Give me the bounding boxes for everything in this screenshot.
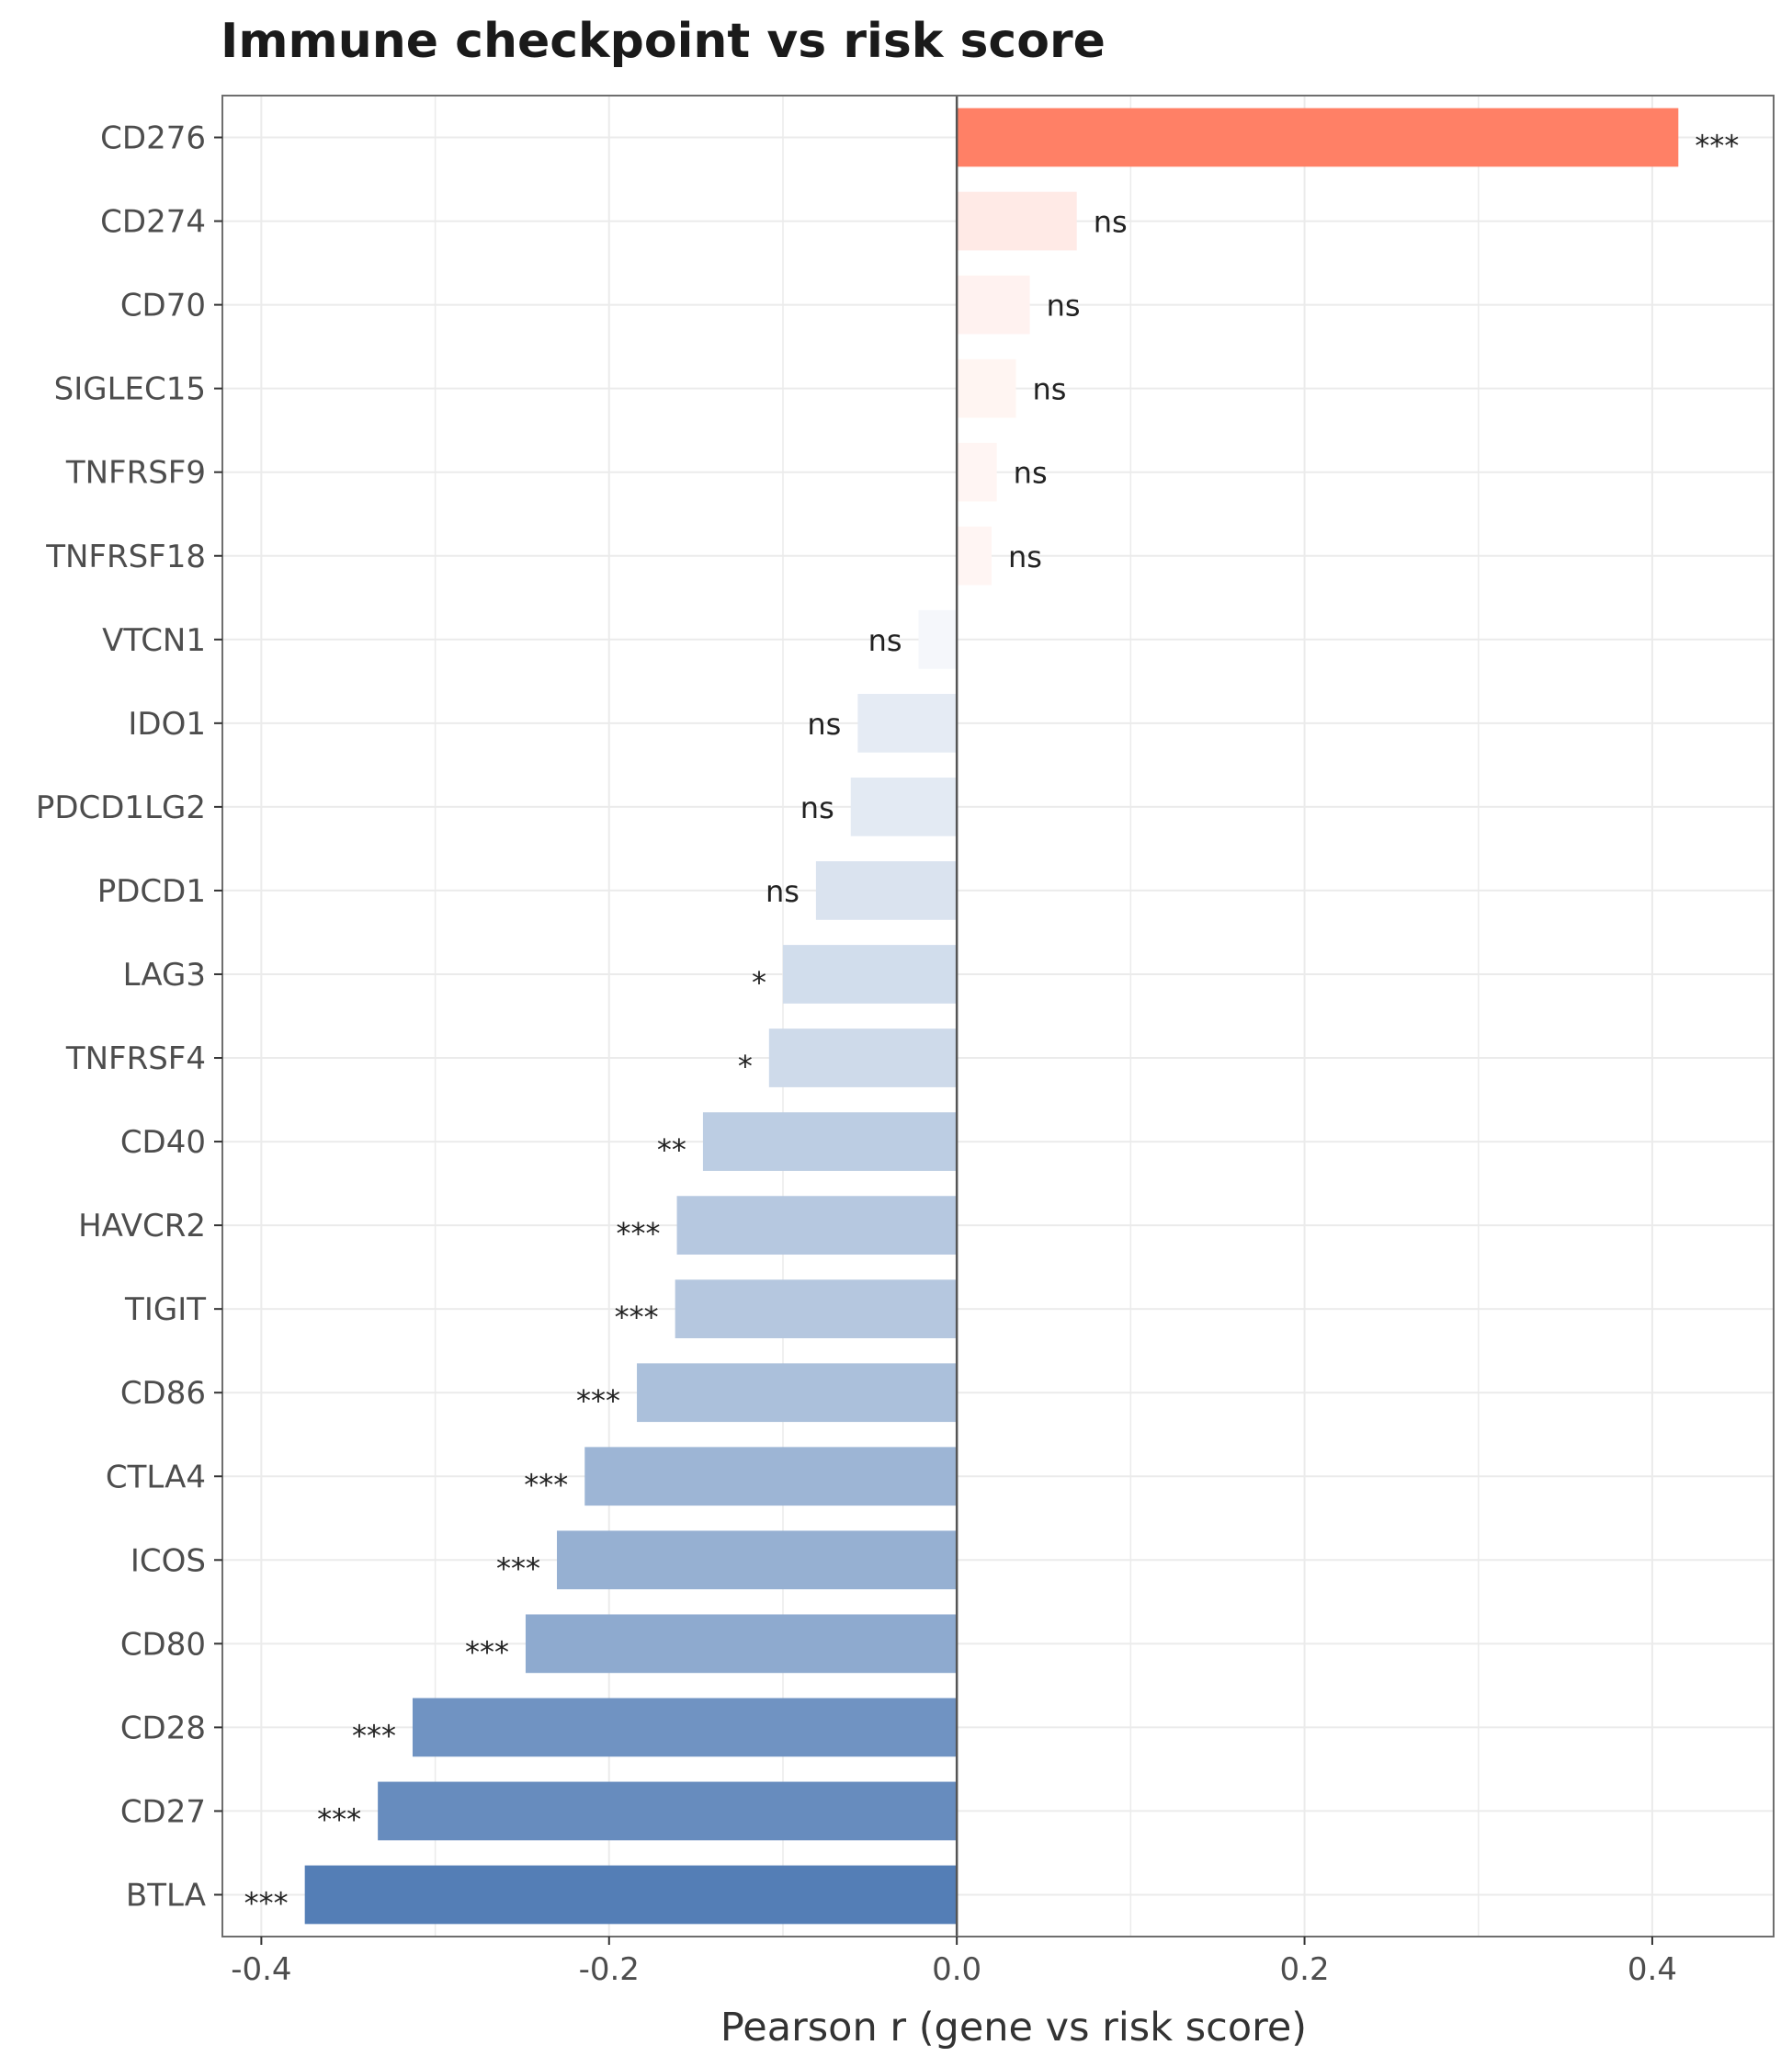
bar-cd86 (637, 1363, 958, 1423)
significance-label: * (752, 965, 766, 1000)
x-tick-label: 0.2 (1280, 1951, 1330, 1988)
y-tick-label: CD274 (100, 204, 206, 241)
bar-cd27 (378, 1781, 958, 1841)
y-tick-label: TNFRSF4 (65, 1040, 206, 1077)
significance-label: *** (352, 1718, 396, 1753)
bar-tnfrsf9 (957, 442, 997, 502)
bar-cd276 (957, 108, 1679, 167)
y-tick-label: CD86 (120, 1375, 206, 1412)
x-axis-label: Pearson r (gene vs risk score) (720, 2005, 1307, 2051)
significance-label: ns (766, 874, 800, 909)
y-tick-label: PDCD1LG2 (36, 790, 206, 826)
y-tick-label: CD28 (120, 1710, 206, 1746)
bars (304, 108, 1679, 1925)
significance-label: *** (465, 1634, 509, 1669)
bar-cd70 (957, 275, 1030, 335)
y-tick-label: ICOS (130, 1542, 206, 1579)
y-tick-label: PDCD1 (97, 873, 206, 910)
y-tick-label: VTCN1 (102, 622, 206, 659)
significance-label: ns (1032, 372, 1066, 407)
y-tick-label: CD80 (120, 1626, 206, 1663)
x-tick-label: 0.4 (1628, 1951, 1677, 1988)
bar-ido1 (857, 693, 958, 753)
significance-label: ns (1094, 205, 1128, 240)
x-tick-label: -0.4 (231, 1951, 291, 1988)
significance-label: ** (657, 1132, 686, 1167)
plot-panel (221, 95, 1775, 1937)
bar-icos (557, 1530, 958, 1590)
y-tick-label: TNFRSF9 (65, 455, 206, 492)
y-tick-label: CTLA4 (106, 1459, 206, 1495)
significance-label: ns (1047, 289, 1081, 324)
significance-labels: ***nsnsnsnsnsnsnsnsns*******************… (244, 129, 1740, 1921)
y-tick-label: IDO1 (128, 706, 206, 743)
significance-label: *** (617, 1216, 661, 1251)
bar-lag3 (782, 945, 958, 1004)
significance-label: * (738, 1049, 753, 1084)
y-tick-label: CD70 (120, 288, 206, 324)
significance-label: *** (615, 1300, 659, 1335)
bar-pdcd1 (815, 861, 958, 920)
significance-label: *** (496, 1551, 540, 1585)
significance-label: *** (1695, 129, 1739, 164)
y-tick-label: SIGLEC15 (54, 371, 206, 408)
bar-tigit (675, 1279, 958, 1339)
y-tick-label: BTLA (126, 1877, 206, 1914)
y-tick-label: LAG3 (123, 957, 206, 994)
bar-tnfrsf4 (768, 1028, 958, 1087)
significance-label: *** (524, 1467, 568, 1502)
y-tick-label: TIGIT (124, 1291, 206, 1328)
x-axis: -0.4 -0.2 0.0 0.2 0.4 (231, 1937, 1677, 1988)
chart-title: Immune checkpoint vs risk score (221, 14, 1106, 69)
x-tick-label: 0.0 (932, 1951, 981, 1988)
y-tick-label: CD276 (100, 120, 206, 157)
bar-cd40 (702, 1112, 958, 1171)
significance-label: ns (1014, 456, 1048, 491)
significance-label: *** (576, 1383, 620, 1418)
y-axis: CD276 CD274 CD70 SIGLEC15 TNFRSF9 TNFRSF18 VTC… (36, 120, 222, 1914)
significance-label: ns (1008, 540, 1042, 574)
bar-vtcn1 (918, 609, 958, 669)
y-tick-label: TNFRSF18 (45, 539, 206, 575)
y-tick-label: CD27 (120, 1793, 206, 1830)
significance-label: ns (800, 790, 834, 825)
x-tick-label: -0.2 (579, 1951, 640, 1988)
y-tick-label: HAVCR2 (78, 1208, 206, 1244)
bar-cd274 (957, 191, 1077, 251)
bar-tnfrsf18 (957, 526, 992, 585)
significance-label: ns (868, 623, 902, 658)
bar-pdcd1lg2 (850, 778, 958, 836)
bar-cd80 (525, 1614, 958, 1674)
bar-ctla4 (584, 1447, 958, 1506)
bar-cd28 (412, 1698, 958, 1757)
significance-label: ns (807, 707, 841, 742)
bar-btla (304, 1865, 958, 1925)
significance-label: *** (317, 1801, 361, 1836)
y-tick-label: CD40 (120, 1124, 206, 1161)
bar-siglec15 (957, 358, 1016, 418)
significance-label: *** (244, 1885, 289, 1920)
bar-havcr2 (676, 1196, 958, 1255)
